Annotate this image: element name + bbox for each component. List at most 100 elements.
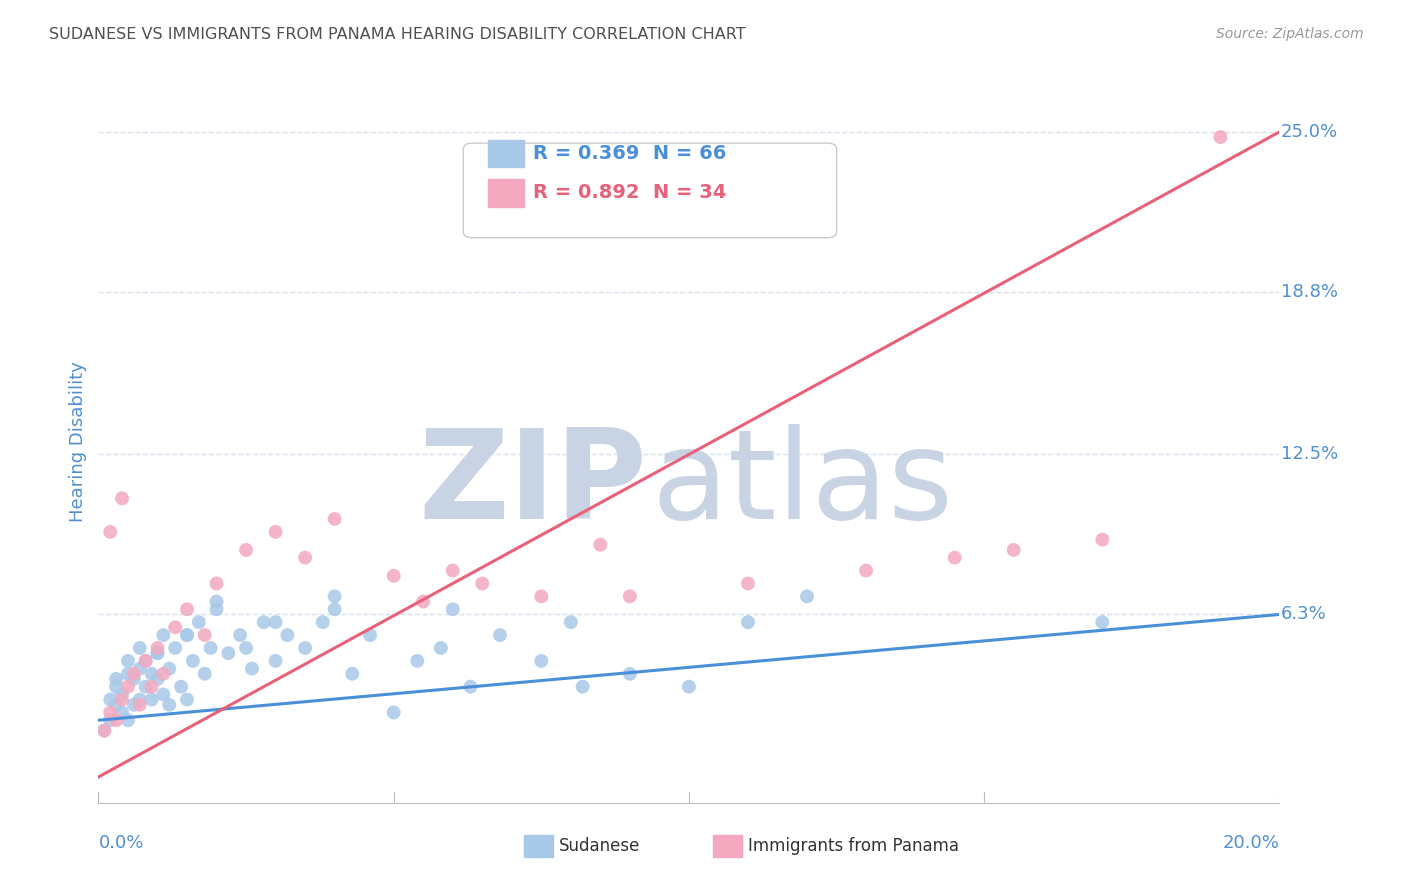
- Text: Source: ZipAtlas.com: Source: ZipAtlas.com: [1216, 27, 1364, 41]
- Point: [152, 628, 174, 642]
- Point: [855, 564, 877, 578]
- Point: [323, 602, 346, 616]
- FancyBboxPatch shape: [488, 139, 523, 167]
- Point: [93, 723, 115, 738]
- Point: [165, 640, 187, 655]
- FancyBboxPatch shape: [464, 143, 837, 238]
- Point: [276, 628, 298, 642]
- Point: [1091, 533, 1114, 547]
- Text: Sudanese: Sudanese: [560, 838, 640, 855]
- Point: [943, 550, 966, 565]
- Point: [194, 628, 217, 642]
- Point: [489, 628, 512, 642]
- Point: [312, 615, 335, 630]
- Point: [141, 692, 163, 706]
- Point: [98, 692, 121, 706]
- Point: [205, 602, 228, 616]
- Point: [111, 687, 134, 701]
- Point: [128, 698, 150, 712]
- Point: [117, 713, 139, 727]
- Point: [253, 615, 276, 630]
- Point: [1002, 542, 1025, 557]
- Point: [342, 666, 364, 681]
- Text: Immigrants from Panama: Immigrants from Panama: [748, 838, 959, 855]
- Point: [589, 538, 612, 552]
- Point: [117, 666, 139, 681]
- Point: [194, 666, 217, 681]
- Point: [176, 628, 198, 642]
- Point: [111, 692, 134, 706]
- Point: [128, 662, 150, 676]
- Point: [294, 640, 316, 655]
- Point: [128, 692, 150, 706]
- Point: [111, 706, 134, 720]
- Point: [205, 594, 228, 608]
- Point: [98, 713, 121, 727]
- Text: 18.8%: 18.8%: [1281, 283, 1337, 301]
- Point: [105, 698, 128, 712]
- Point: [323, 512, 346, 526]
- Point: [240, 662, 263, 676]
- Point: [205, 576, 228, 591]
- Point: [176, 628, 198, 642]
- Point: [135, 654, 157, 668]
- Point: [235, 542, 257, 557]
- Point: [141, 680, 163, 694]
- Text: SUDANESE VS IMMIGRANTS FROM PANAMA HEARING DISABILITY CORRELATION CHART: SUDANESE VS IMMIGRANTS FROM PANAMA HEARI…: [49, 27, 745, 42]
- Point: [264, 524, 287, 539]
- Point: [146, 640, 169, 655]
- Point: [430, 640, 453, 655]
- Point: [264, 654, 287, 668]
- Point: [93, 723, 115, 738]
- FancyBboxPatch shape: [523, 835, 553, 857]
- Point: [157, 662, 180, 676]
- Point: [471, 576, 494, 591]
- Point: [294, 550, 316, 565]
- Text: 0.0%: 0.0%: [98, 834, 143, 852]
- Point: [105, 713, 128, 727]
- Point: [406, 654, 429, 668]
- Point: [176, 692, 198, 706]
- Point: [441, 602, 464, 616]
- Point: [181, 654, 204, 668]
- Point: [98, 524, 121, 539]
- Point: [235, 640, 257, 655]
- Text: 12.5%: 12.5%: [1281, 445, 1339, 464]
- Point: [135, 654, 157, 668]
- Text: ZIP: ZIP: [419, 425, 648, 545]
- Point: [382, 706, 405, 720]
- Point: [1209, 130, 1232, 145]
- Point: [530, 590, 553, 604]
- Point: [152, 687, 174, 701]
- Point: [796, 590, 818, 604]
- Point: [122, 672, 145, 686]
- FancyBboxPatch shape: [488, 179, 523, 207]
- Point: [165, 620, 187, 634]
- Point: [117, 654, 139, 668]
- Point: [98, 706, 121, 720]
- Point: [359, 628, 381, 642]
- Point: [141, 666, 163, 681]
- Point: [111, 491, 134, 506]
- Text: R = 0.369  N = 66: R = 0.369 N = 66: [533, 144, 727, 162]
- Point: [441, 564, 464, 578]
- Point: [200, 640, 222, 655]
- Point: [571, 680, 593, 694]
- Point: [619, 590, 641, 604]
- Point: [737, 576, 759, 591]
- Point: [128, 640, 150, 655]
- Point: [460, 680, 482, 694]
- Point: [530, 654, 553, 668]
- Point: [619, 666, 641, 681]
- Point: [157, 698, 180, 712]
- Point: [1091, 615, 1114, 630]
- Point: [264, 615, 287, 630]
- Point: [105, 680, 128, 694]
- Point: [105, 672, 128, 686]
- Point: [122, 698, 145, 712]
- Point: [229, 628, 252, 642]
- Point: [382, 568, 405, 582]
- Point: [323, 590, 346, 604]
- Point: [135, 680, 157, 694]
- Point: [122, 666, 145, 681]
